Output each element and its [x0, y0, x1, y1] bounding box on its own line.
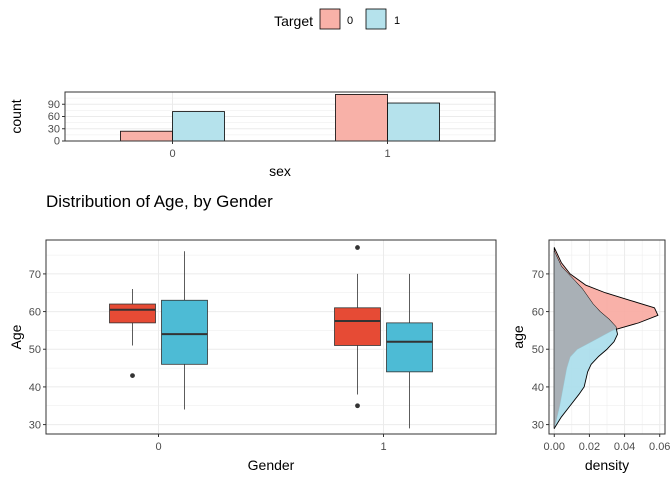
- legend-key-0: [319, 8, 341, 30]
- age-boxplot-ytick-label: 30: [29, 420, 41, 432]
- sex-count-xtick-label: 1: [384, 148, 390, 160]
- age-density-ytick-label: 60: [532, 307, 544, 319]
- age-density-xtick-label: 0.02: [579, 441, 600, 453]
- age-box-group1-gender-0: [161, 251, 208, 410]
- age-box-iqr: [334, 307, 381, 346]
- age-density-xlabel: density: [585, 457, 629, 473]
- age-boxplot-boxes: [109, 245, 433, 429]
- age-boxplot-panel: 30 40 50 60 70 0 1 Gender Age: [8, 239, 497, 473]
- age-box-group1-gender-1: [386, 273, 433, 429]
- age-boxplot-ytick-label: 40: [29, 382, 41, 394]
- age-density-xtick-label: 0.06: [649, 441, 670, 453]
- age-density-panel: 30 40 50 60 70 0.00 0.02 0.04 0.06 density age: [510, 239, 671, 473]
- age-density-ytick-label: 70: [532, 269, 544, 281]
- age-density-xtick-label: 0.04: [614, 441, 635, 453]
- age-boxplot-ylabel: Age: [8, 324, 24, 349]
- legend-label-0: 0: [347, 15, 353, 27]
- boxplot-title: Distribution of Age, by Gender: [46, 192, 273, 211]
- sex-count-ytick-label: 30: [48, 123, 60, 135]
- age-boxplot-ytick-label: 50: [29, 344, 41, 356]
- age-box-iqr: [386, 322, 433, 373]
- age-box-outlier: [130, 373, 135, 379]
- age-box-outlier: [355, 403, 360, 409]
- age-boxplot-xtick-label: 1: [380, 441, 386, 453]
- sex-count-bar-1-cat-0: [172, 111, 225, 142]
- legend-key-1: [365, 8, 387, 30]
- legend: Target 0 1: [274, 8, 400, 30]
- sex-count-ylabel: count: [8, 99, 24, 133]
- age-boxplot-xlabel: Gender: [248, 457, 295, 473]
- age-density-border: [548, 239, 666, 435]
- age-box-outlier: [355, 245, 360, 250]
- age-density-ytick-label: 50: [532, 344, 544, 356]
- age-density-ylabel: age: [510, 325, 526, 349]
- age-box-group0-gender-0: [109, 288, 156, 379]
- sex-count-bar-0-cat-1: [335, 94, 388, 142]
- age-boxplot-ytick-label: 70: [29, 269, 41, 281]
- age-density-xtick-label: 0.00: [544, 441, 565, 453]
- sex-count-ytick-label: 60: [48, 111, 60, 123]
- sex-count-bar-1-cat-1: [387, 102, 440, 142]
- age-density-overlap: [554, 251, 617, 429]
- sex-count-ytick-label: 0: [54, 136, 60, 148]
- legend-label-1: 1: [394, 15, 400, 27]
- age-density-ytick-label: 40: [532, 382, 544, 394]
- age-boxplot-ticks: 30 40 50 60 70 0 1: [29, 269, 387, 453]
- age-box-iqr: [109, 303, 156, 324]
- age-density-ticks: 30 40 50 60 70 0.00 0.02 0.04 0.06: [532, 269, 671, 453]
- age-density-ytick-label: 30: [532, 420, 544, 432]
- age-boxplot-ytick-label: 60: [29, 307, 41, 319]
- legend-title: Target: [274, 13, 313, 29]
- sex-count-xtick-label: 0: [169, 148, 175, 160]
- sex-count-bar-0-cat-0: [120, 130, 173, 142]
- age-box-iqr: [161, 299, 208, 365]
- age-box-group0-gender-1: [334, 245, 381, 409]
- sex-count-ytick-label: 90: [48, 99, 60, 111]
- sex-count-xlabel: sex: [269, 163, 291, 179]
- sex-count-bars: [120, 94, 440, 142]
- age-boxplot-border: [45, 239, 497, 435]
- age-boxplot-xtick-label: 0: [155, 441, 161, 453]
- age-density-areas: [553, 247, 659, 429]
